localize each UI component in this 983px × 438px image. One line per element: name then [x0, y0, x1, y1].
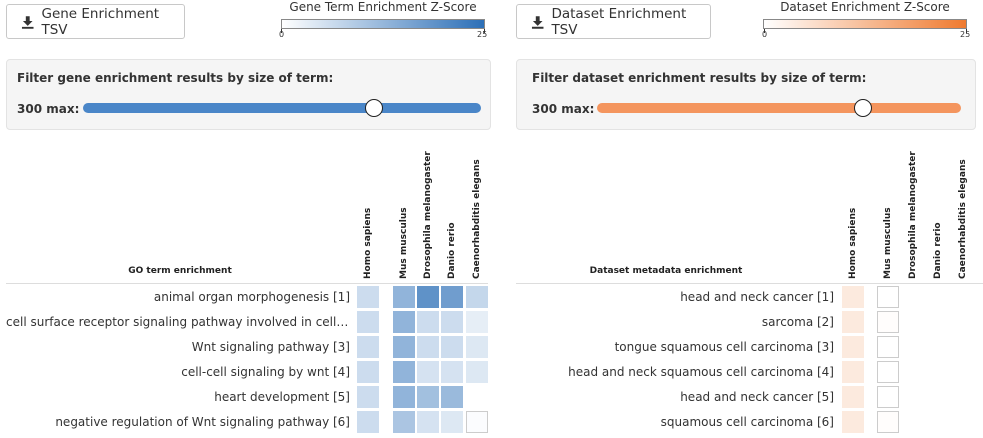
gene-download-label: Gene Enrichment TSV	[41, 5, 160, 38]
dataset-heatmap-cell[interactable]	[842, 361, 864, 383]
gene-legend-max: 25	[477, 30, 488, 39]
gene-heatmap-cell[interactable]	[393, 311, 415, 333]
dataset-legend-tick-max	[966, 29, 967, 33]
dataset-legend-title: Dataset Enrichment Z-Score	[780, 0, 950, 14]
gene-heatmap-cell[interactable]	[441, 311, 463, 333]
dataset-row-label[interactable]: head and neck cancer [1]	[680, 290, 834, 304]
dataset-heatmap-cell[interactable]	[877, 361, 899, 383]
gene-heatmap-cell[interactable]	[357, 411, 379, 433]
gene-section-header: GO term enrichment	[128, 266, 232, 276]
gene-heatmap-cell[interactable]	[393, 286, 415, 308]
gene-legend-min: 0	[279, 30, 285, 39]
gene-legend-title: Gene Term Enrichment Z-Score	[289, 0, 477, 14]
gene-heatmap-cell[interactable]	[393, 386, 415, 408]
gene-heatmap-cell[interactable]	[393, 336, 415, 358]
gene-heatmap-cell[interactable]	[466, 336, 488, 358]
gene-heatmap-cell[interactable]	[357, 386, 379, 408]
dataset-heatmap-cell[interactable]	[877, 336, 899, 358]
dataset-filter-title: Filter dataset enrichment results by siz…	[532, 71, 867, 85]
dataset-row-label[interactable]: squamous cell carcinoma [6]	[660, 415, 834, 429]
gene-header-divider	[6, 283, 488, 284]
dataset-heatmap-cell[interactable]	[877, 386, 899, 408]
gene-row-label[interactable]: animal organ morphogenesis [1]	[153, 290, 350, 304]
dataset-heatmap-cell[interactable]	[842, 336, 864, 358]
gene-size-slider-handle[interactable]	[364, 99, 383, 117]
gene-legend-tick-max	[484, 29, 485, 33]
gene-heatmap-cell[interactable]	[466, 286, 488, 308]
dataset-header-divider	[516, 283, 983, 284]
dataset-legend-colorbar	[763, 19, 967, 29]
gene-size-slider-track[interactable]	[83, 103, 481, 113]
gene-row-label[interactable]: cell-cell signaling by wnt [4]	[181, 365, 350, 379]
dataset-legend-tick-min	[764, 29, 765, 33]
gene-legend-colorbar	[281, 19, 485, 29]
gene-filter-title: Filter gene enrichment results by size o…	[17, 71, 334, 85]
gene-heatmap-cell[interactable]	[417, 386, 439, 408]
dataset-row-label[interactable]: sarcoma [2]	[761, 315, 834, 329]
download-icon	[531, 15, 544, 29]
gene-heatmap-cell[interactable]	[357, 286, 379, 308]
gene-heatmap-cell[interactable]	[441, 286, 463, 308]
dataset-section-header: Dataset metadata enrichment	[589, 266, 743, 276]
gene-heatmap-cell[interactable]	[466, 411, 488, 433]
gene-legend-tick-min	[281, 29, 282, 33]
gene-heatmap-cell[interactable]	[357, 361, 379, 383]
dataset-column-header: Mus musculus	[883, 207, 893, 279]
dataset-size-slider-handle[interactable]	[853, 99, 872, 117]
gene-heatmap-cell[interactable]	[417, 411, 439, 433]
dataset-heatmap-cell[interactable]	[877, 311, 899, 333]
gene-column-header: Drosophila melanogaster	[423, 151, 433, 279]
dataset-column-header: Drosophila melanogaster	[908, 151, 918, 279]
dataset-row-label[interactable]: head and neck cancer [5]	[680, 390, 834, 404]
gene-heatmap-cell[interactable]	[357, 311, 379, 333]
dataset-legend-min: 0	[762, 30, 768, 39]
dataset-column-header: Homo sapiens	[848, 207, 858, 279]
dataset-filter-panel: Filter dataset enrichment results by siz…	[516, 59, 976, 130]
gene-column-header: Caenorhabditis elegans	[472, 159, 482, 279]
gene-heatmap-cell[interactable]	[417, 286, 439, 308]
dataset-size-slider-track[interactable]	[597, 103, 961, 113]
gene-heatmap-cell[interactable]	[417, 361, 439, 383]
dataset-heatmap-cell[interactable]	[877, 411, 899, 433]
dataset-filter-value-label: 300 max:	[532, 102, 595, 116]
dataset-download-label: Dataset Enrichment TSV	[551, 5, 687, 38]
gene-heatmap-cell[interactable]	[417, 336, 439, 358]
gene-heatmap-cell[interactable]	[393, 411, 415, 433]
dataset-legend-max: 25	[960, 30, 971, 39]
dataset-column-header: Danio rerio	[933, 222, 943, 279]
gene-column-header: Homo sapiens	[363, 207, 373, 279]
dataset-row-label[interactable]: tongue squamous cell carcinoma [3]	[614, 340, 834, 354]
gene-download-button[interactable]: Gene Enrichment TSV	[6, 4, 185, 39]
dataset-heatmap-cell[interactable]	[842, 286, 864, 308]
dataset-row-label[interactable]: head and neck squamous cell carcinoma [4…	[568, 365, 834, 379]
gene-heatmap-cell[interactable]	[441, 336, 463, 358]
gene-heatmap-cell[interactable]	[417, 311, 439, 333]
gene-heatmap-cell[interactable]	[441, 411, 463, 433]
gene-column-header: Danio rerio	[447, 222, 457, 279]
gene-heatmap-cell[interactable]	[357, 336, 379, 358]
dataset-heatmap-cell[interactable]	[842, 411, 864, 433]
dataset-download-button[interactable]: Dataset Enrichment TSV	[516, 4, 711, 39]
dataset-heatmap-cell[interactable]	[842, 386, 864, 408]
gene-row-label[interactable]: cell surface receptor signaling pathway …	[6, 315, 350, 329]
gene-filter-value-label: 300 max:	[17, 102, 80, 116]
gene-row-label[interactable]: negative regulation of Wnt signaling pat…	[55, 415, 350, 429]
gene-heatmap-cell[interactable]	[466, 311, 488, 333]
gene-row-label[interactable]: heart development [5]	[214, 390, 350, 404]
dataset-column-header: Caenorhabditis elegans	[958, 159, 968, 279]
download-icon	[21, 15, 34, 29]
gene-row-label[interactable]: Wnt signaling pathway [3]	[191, 340, 350, 354]
gene-heatmap-cell[interactable]	[393, 361, 415, 383]
dataset-heatmap-cell[interactable]	[842, 311, 864, 333]
dataset-heatmap-cell[interactable]	[877, 286, 899, 308]
gene-heatmap-cell[interactable]	[441, 361, 463, 383]
gene-column-header: Mus musculus	[399, 207, 409, 279]
gene-filter-panel: Filter gene enrichment results by size o…	[6, 59, 491, 130]
gene-heatmap-cell[interactable]	[441, 386, 463, 408]
gene-heatmap-cell[interactable]	[466, 361, 488, 383]
